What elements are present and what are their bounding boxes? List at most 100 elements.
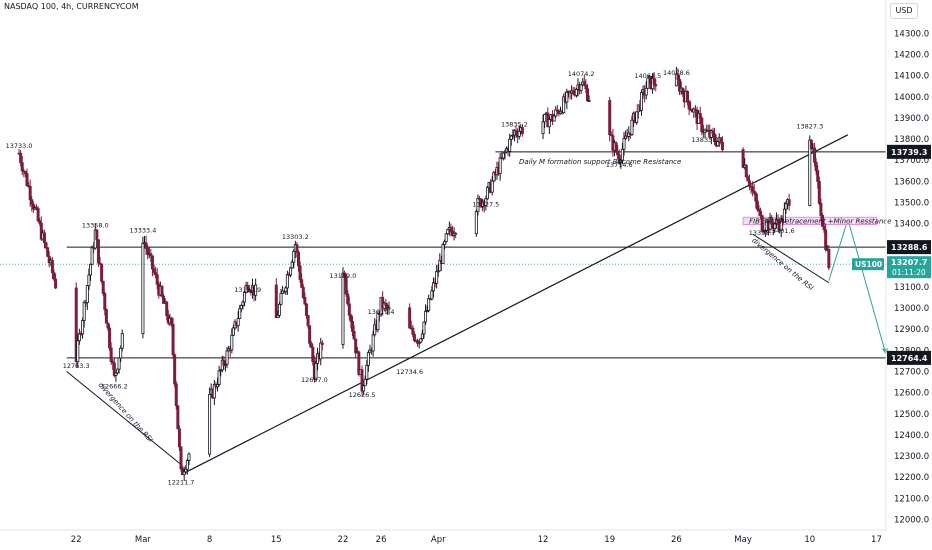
candle-body (427, 298, 431, 311)
candle-body (508, 138, 512, 152)
candle-body (44, 242, 48, 249)
candle-body (424, 310, 428, 323)
candle-body (96, 239, 100, 264)
candle-body (146, 248, 150, 255)
candle-body (173, 354, 177, 385)
countdown-label: 01:11:20 (892, 268, 926, 277)
candle-body (101, 280, 105, 294)
x-tick-label: 17 (871, 535, 882, 545)
candle-body (419, 338, 423, 343)
candle-body (759, 210, 763, 216)
candle-body (809, 139, 813, 149)
candle-body (177, 428, 181, 448)
y-tick-label: 13600.0 (894, 177, 929, 187)
candle-body (484, 198, 488, 206)
candle-body (292, 251, 296, 263)
price-point-label: 13827.3 (796, 122, 823, 130)
candle-body (585, 88, 589, 102)
candle-body (46, 247, 50, 257)
divergence-line (752, 233, 830, 284)
candle-body (622, 137, 626, 150)
candle-body (77, 333, 81, 342)
level-price-badge-label: 13739.3 (891, 148, 927, 157)
candle-body (363, 378, 367, 387)
y-tick-label: 12500.0 (894, 410, 929, 420)
candle-body (446, 229, 450, 235)
candle-body (103, 293, 107, 310)
y-tick-label: 12900.0 (894, 325, 929, 335)
candle-body (350, 321, 354, 332)
candle-body (112, 362, 116, 376)
y-tick-label: 12600.0 (894, 389, 929, 399)
candle-body (319, 342, 323, 360)
candle-body (52, 272, 56, 280)
candle-body (243, 292, 247, 303)
x-tick-label: 19 (604, 535, 615, 545)
candle-body (230, 334, 234, 351)
candle-body (149, 253, 153, 257)
candle-body (754, 192, 758, 202)
candle-body (90, 247, 94, 265)
price-point-label: 13333.4 (129, 227, 156, 235)
candle-body (109, 347, 113, 362)
point-labels: 13733.0 12763.3 13358.0 12666.2 13333.4 12211… (6, 69, 824, 487)
candle-body (501, 152, 505, 159)
candle-body (354, 338, 358, 354)
candle-body (784, 203, 788, 210)
candle-body (36, 208, 40, 222)
candle-body (814, 161, 818, 172)
candle-body (314, 362, 318, 380)
candle-body (81, 320, 85, 335)
candle-body (225, 350, 229, 365)
candle-body (639, 92, 643, 111)
candle-body (541, 121, 545, 134)
candle-body (160, 285, 164, 297)
candle-body (360, 369, 364, 392)
candle-body (238, 308, 242, 319)
candle-body (87, 274, 91, 287)
y-tick-label: 12100.0 (894, 494, 929, 504)
candle-body (387, 307, 391, 310)
candle-body (827, 248, 831, 269)
candle-body (719, 137, 723, 143)
y-tick-label: 12000.0 (894, 515, 929, 525)
candle-body (30, 199, 34, 205)
y-tick-label: 13500.0 (894, 198, 929, 208)
x-tick-label: 22 (71, 535, 82, 545)
currency-button[interactable]: USD (890, 3, 918, 19)
candle-body (644, 87, 648, 96)
candle-body (565, 91, 569, 103)
price-point-label: 13401.6 (768, 227, 795, 235)
candle-body (755, 200, 759, 210)
candle-body (441, 244, 445, 264)
price-point-label: 12211.7 (168, 479, 195, 487)
candle-body (182, 471, 186, 476)
candle-body (498, 157, 502, 175)
candle-body (104, 309, 108, 324)
candle-body (687, 100, 691, 110)
candle-body (100, 263, 104, 282)
candle-body (212, 383, 216, 399)
candle-body (376, 313, 380, 330)
x-tick-label: Mar (135, 535, 152, 545)
price-point-label: 12626.5 (349, 391, 376, 399)
x-tick-label: May (734, 535, 752, 545)
candle-body (517, 130, 521, 137)
candle-body (309, 342, 313, 348)
candle-body (817, 181, 821, 204)
candle-body (176, 405, 180, 430)
candle-body (117, 357, 121, 370)
x-tick-label: 10 (804, 535, 815, 545)
candle-body (54, 278, 58, 289)
candle-body (279, 292, 283, 305)
candle-body (341, 272, 345, 345)
candle-body (362, 385, 366, 392)
y-tick-label: 12400.0 (894, 431, 929, 441)
candle-body (306, 314, 310, 327)
price-point-label: 12763.3 (63, 362, 90, 370)
candle-body (28, 186, 32, 201)
candle-body (357, 351, 361, 375)
candle-body (289, 267, 293, 276)
candle-body (746, 176, 750, 182)
